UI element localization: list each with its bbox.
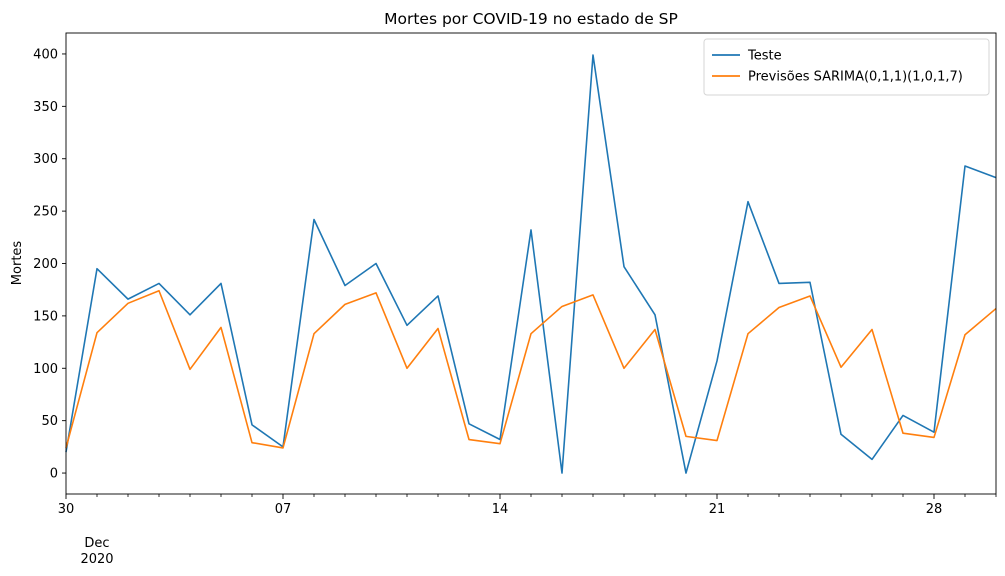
y-tick-label: 0 [50, 467, 58, 482]
y-axis-title: Mortes [10, 241, 25, 286]
y-tick-label: 300 [33, 152, 58, 167]
x-year-label: 2020 [80, 552, 113, 567]
x-tick-label: 07 [275, 502, 292, 517]
y-tick-label: 50 [41, 414, 58, 429]
legend-label-1: Teste [747, 49, 782, 64]
y-tick-label: 100 [33, 362, 58, 377]
series-line-1 [65, 54, 997, 474]
legend-box [703, 38, 990, 96]
y-tick-label: 150 [33, 309, 58, 324]
x-tick-label: 21 [709, 502, 726, 517]
y-tick-label: 400 [33, 47, 58, 62]
chart-title: Mortes por COVID-19 no estado de SP [384, 10, 678, 28]
legend: Teste Previsões SARIMA(0,1,1)(1,0,1,7) [703, 38, 990, 96]
y-tick-label: 200 [33, 257, 58, 272]
y-tick-label: 350 [33, 100, 58, 115]
x-tick-label: 28 [926, 502, 943, 517]
legend-label-2: Previsões SARIMA(0,1,1)(1,0,1,7) [748, 70, 963, 85]
plot-area [65, 54, 997, 474]
series-line-2 [65, 289, 997, 449]
x-tick-label: 14 [492, 502, 509, 517]
x-month-label: Dec [84, 536, 109, 551]
axes: 0 50 100 150 200 250 300 350 400 30 07 14 21 28 Dec202… [33, 32, 997, 567]
x-tick-label: 30 [58, 502, 75, 517]
y-tick-label: 250 [33, 205, 58, 220]
